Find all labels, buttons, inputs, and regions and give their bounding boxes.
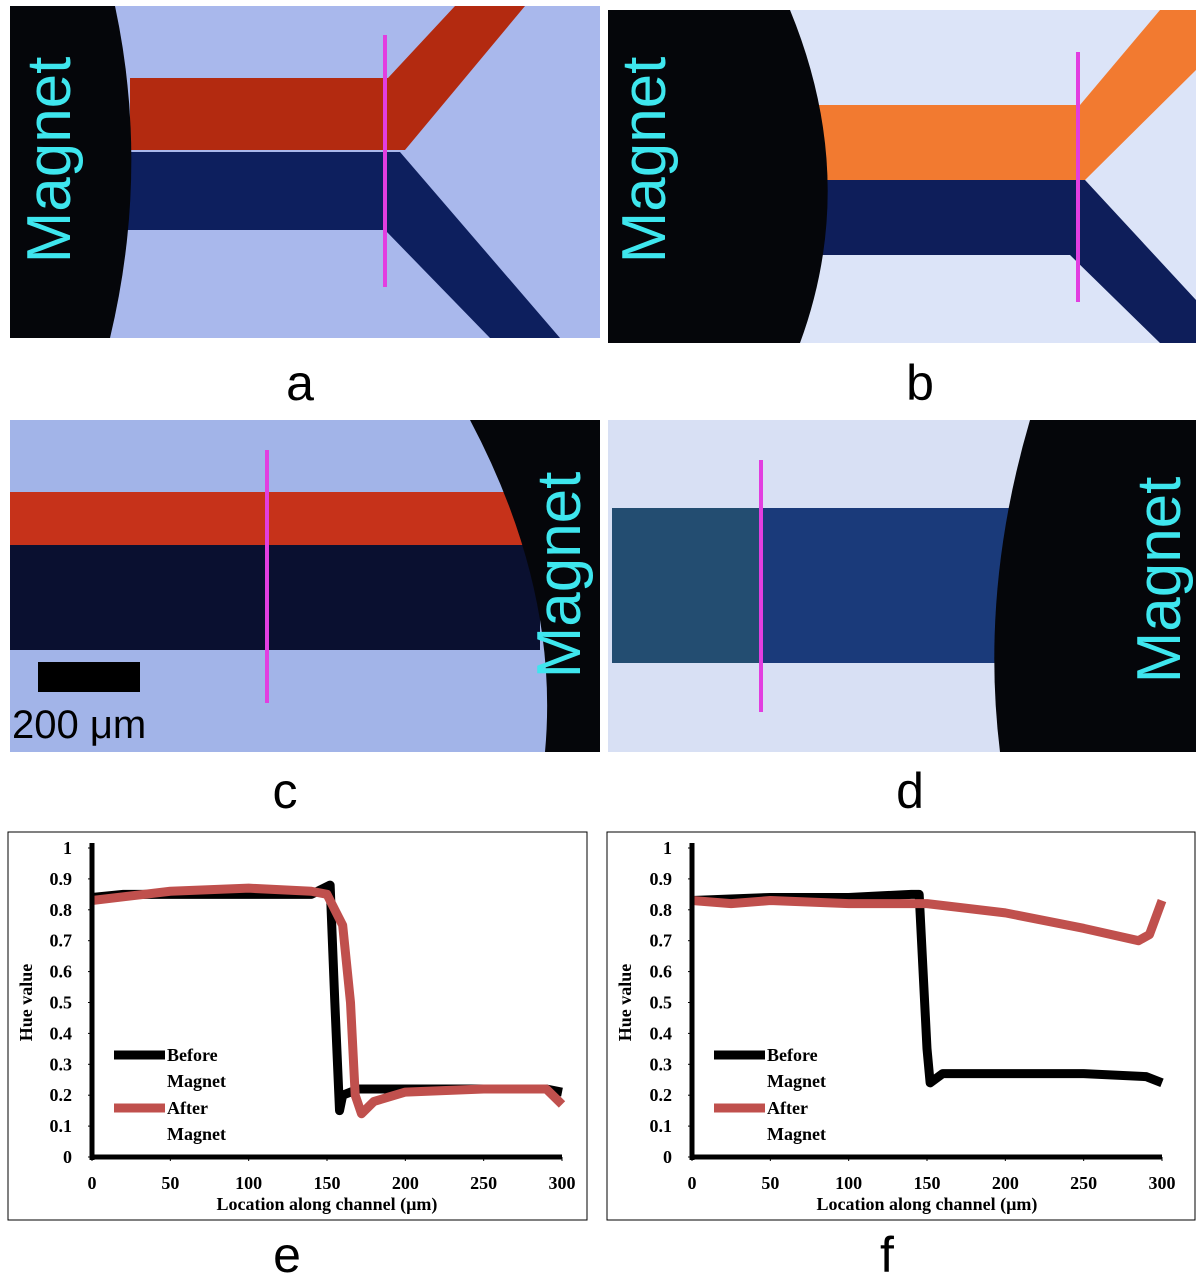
x-tick-label: 300 xyxy=(1149,1173,1176,1193)
panel-label: e xyxy=(273,1227,301,1278)
legend-entry: After Magnet xyxy=(167,1098,226,1144)
y-tick-label: 0.6 xyxy=(50,962,73,982)
panel-label: b xyxy=(906,355,934,411)
magnet-label: Magnet xyxy=(525,472,594,679)
y-tick-label: 0.4 xyxy=(650,1023,673,1043)
x-tick-label: 250 xyxy=(1070,1173,1097,1193)
y-tick-label: 0.2 xyxy=(650,1085,673,1105)
chart-frame xyxy=(606,831,1196,1221)
photo-d: Magnet xyxy=(608,420,1196,752)
x-tick-label: 300 xyxy=(549,1173,576,1193)
data-line xyxy=(91,883,566,1119)
y-tick-label: 0.9 xyxy=(650,869,673,889)
photo-c: 200 μm Magnet xyxy=(10,420,600,752)
panel-label: d xyxy=(896,763,924,819)
chart-frame xyxy=(7,831,588,1221)
y-tick-label: 0.6 xyxy=(650,962,673,982)
photo-b: Magnet xyxy=(608,10,1196,343)
x-axis-title: Location along channel (µm) xyxy=(817,1194,1038,1215)
legend-entry: Before Magnet xyxy=(767,1045,826,1091)
y-tick-label: 0.5 xyxy=(650,993,673,1013)
panel-label: c xyxy=(273,763,298,819)
magnet-label: Magnet xyxy=(1125,477,1194,684)
y-tick-label: 1 xyxy=(63,838,72,858)
legend-entry: After Magnet xyxy=(767,1098,826,1144)
x-tick-label: 100 xyxy=(235,1173,262,1193)
y-tick-label: 0 xyxy=(663,1147,672,1167)
y-tick-label: 0.5 xyxy=(50,993,73,1013)
x-tick-label: 0 xyxy=(688,1173,697,1193)
y-tick-label: 0.3 xyxy=(650,1054,673,1074)
x-tick-label: 0 xyxy=(88,1173,97,1193)
y-tick-label: 0.4 xyxy=(50,1023,73,1043)
x-tick-label: 50 xyxy=(761,1173,779,1193)
y-tick-label: 0.2 xyxy=(50,1085,73,1105)
photo-a: Magnet xyxy=(10,6,600,338)
y-axis-title: Hue value xyxy=(16,964,36,1042)
data-line xyxy=(91,880,563,1116)
x-tick-label: 100 xyxy=(835,1173,862,1193)
y-tick-label: 0.9 xyxy=(50,869,73,889)
y-tick-label: 0.8 xyxy=(50,900,73,920)
y-tick-label: 0.7 xyxy=(50,931,73,951)
magnet-label: Magnet xyxy=(610,57,679,264)
y-tick-label: 0.1 xyxy=(50,1116,73,1136)
panel-label: a xyxy=(286,355,314,411)
x-tick-label: 250 xyxy=(470,1173,497,1193)
y-tick-label: 0.3 xyxy=(50,1054,73,1074)
panel-label: f xyxy=(880,1227,894,1278)
x-tick-label: 50 xyxy=(161,1173,179,1193)
x-tick-label: 150 xyxy=(914,1173,941,1193)
y-tick-label: 1 xyxy=(663,838,672,858)
x-tick-label: 150 xyxy=(314,1173,341,1193)
data-line xyxy=(691,896,1167,946)
y-tick-label: 0.7 xyxy=(650,931,673,951)
x-tick-label: 200 xyxy=(392,1173,419,1193)
x-axis-title: Location along channel (µm) xyxy=(217,1194,438,1215)
legend-entry: Before Magnet xyxy=(167,1045,226,1091)
scale-bar-label: 200 μm xyxy=(12,703,146,747)
y-tick-label: 0 xyxy=(63,1147,72,1167)
y-axis-title: Hue value xyxy=(615,964,635,1042)
y-tick-label: 0.8 xyxy=(650,900,673,920)
x-tick-label: 200 xyxy=(992,1173,1019,1193)
data-line xyxy=(691,889,1164,1088)
magnet-label: Magnet xyxy=(15,57,84,264)
y-tick-label: 0.1 xyxy=(650,1116,673,1136)
